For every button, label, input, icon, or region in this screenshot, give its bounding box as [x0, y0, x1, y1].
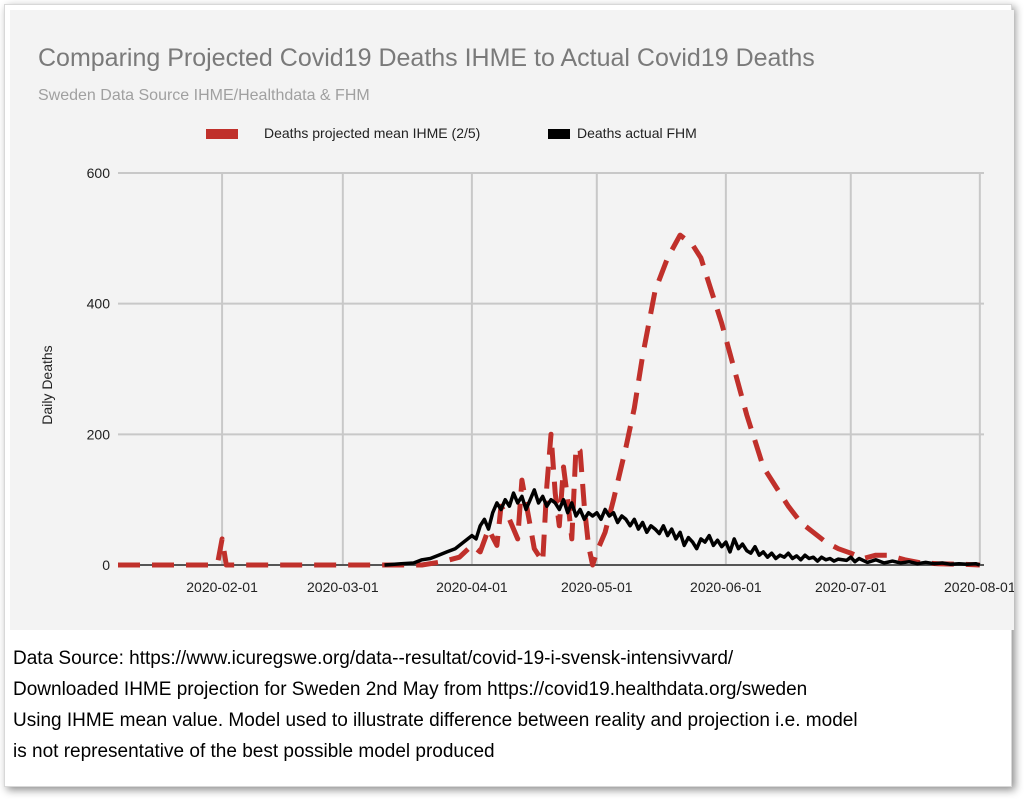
x-tick-label: 2020-08-01: [944, 579, 1014, 595]
grid: [118, 172, 984, 566]
y-tick-label: 0: [102, 557, 110, 573]
note-line: Downloaded IHME projection for Sweden 2n…: [13, 679, 808, 700]
note-line: is not representative of the best possib…: [13, 741, 495, 762]
x-tick-label: 2020-06-01: [690, 579, 762, 595]
legend-label-actual: Deaths actual FHM: [577, 125, 697, 141]
source-notes: Data Source: https://www.icuregswe.org/d…: [13, 643, 1003, 767]
legend: Deaths projected mean IHME (2/5) Deaths …: [206, 125, 697, 141]
y-axis-title: Daily Deaths: [39, 345, 55, 424]
x-tick-label: 2020-07-01: [815, 579, 887, 595]
x-tick-label: 2020-04-01: [436, 579, 508, 595]
legend-label-projected: Deaths projected mean IHME (2/5): [264, 125, 480, 141]
x-tick-label: 2020-03-01: [307, 579, 379, 595]
x-tick-label: 2020-02-01: [186, 579, 258, 595]
series-line-actual: [384, 488, 981, 567]
chart-subtitle: Sweden Data Source IHME/Healthdata & FHM: [38, 87, 370, 104]
y-tick-label: 200: [87, 426, 111, 442]
x-tick-label: 2020-05-01: [561, 579, 633, 595]
note-line: Data Source: https://www.icuregswe.org/d…: [13, 648, 734, 669]
chart-panel: Comparing Projected Covid19 Deaths IHME …: [10, 10, 1014, 630]
y-tick-label: 600: [87, 165, 111, 181]
legend-swatch-actual: [548, 129, 570, 139]
figure-frame: Comparing Projected Covid19 Deaths IHME …: [4, 4, 1014, 787]
y-tick-label: 400: [87, 296, 111, 312]
series-layer: [118, 232, 981, 568]
legend-swatch-projected: [206, 129, 238, 139]
note-line: Using IHME mean value. Model used to ill…: [13, 710, 858, 731]
chart-svg: Deaths projected mean IHME (2/5) Deaths …: [39, 125, 1014, 595]
axis-labels: Daily Deaths 0 200 400 600 2020-02-01 2020-03…: [39, 165, 1014, 595]
series-line-projected: [118, 232, 980, 568]
chart-title: Comparing Projected Covid19 Deaths IHME …: [38, 44, 815, 72]
